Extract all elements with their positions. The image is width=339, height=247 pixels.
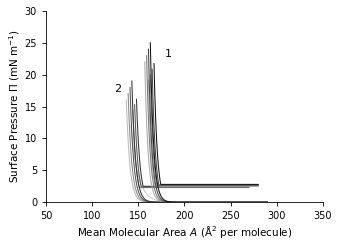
X-axis label: Mean Molecular Area $A$ (Å$^2$ per molecule): Mean Molecular Area $A$ (Å$^2$ per molec… xyxy=(77,224,292,240)
Text: 1: 1 xyxy=(165,49,172,59)
Y-axis label: Surface Pressure Π (mN m$^{-1}$): Surface Pressure Π (mN m$^{-1}$) xyxy=(7,30,22,184)
Text: 2: 2 xyxy=(114,84,121,94)
